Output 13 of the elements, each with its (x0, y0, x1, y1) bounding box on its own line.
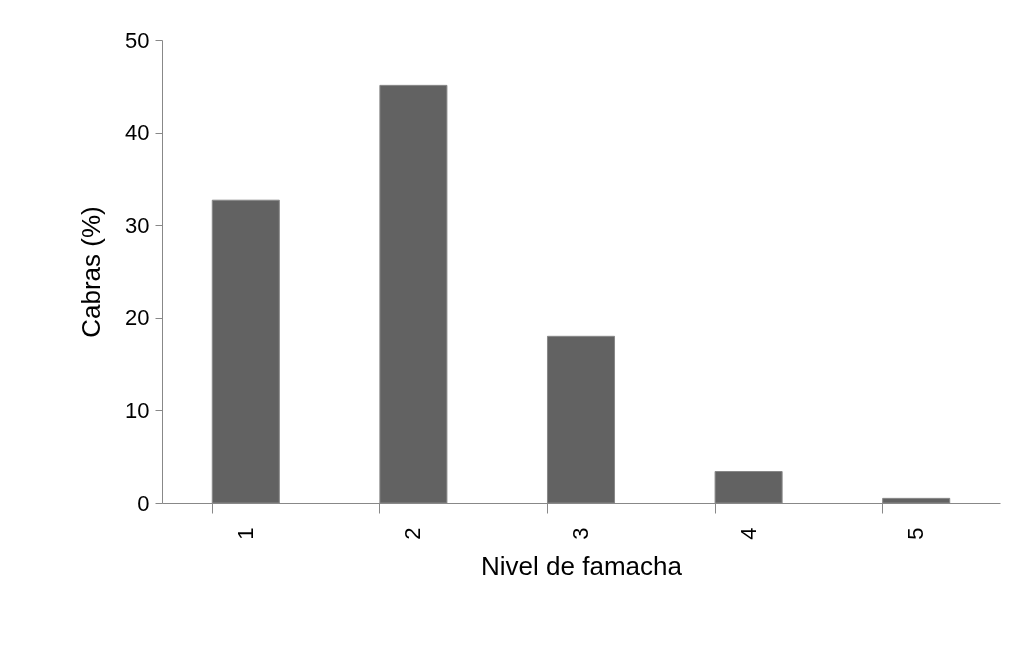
y-tick-label: 50 (125, 27, 150, 53)
x-tick-label: 4 (735, 527, 761, 540)
y-tick-label: 20 (125, 305, 150, 331)
y-tick-label: 30 (125, 212, 150, 238)
y-axis-title: Cabras (%) (76, 206, 107, 338)
x-tick-label: 5 (903, 527, 929, 540)
y-tick-label: 40 (125, 120, 150, 146)
x-tick-label: 3 (568, 527, 593, 540)
x-tick-label: 1 (232, 527, 258, 540)
x-tick-label: 2 (400, 527, 426, 540)
x-axis-title: Nivel de famacha (481, 550, 683, 581)
y-tick-label: 0 (137, 490, 150, 516)
y-tick-label: 10 (125, 397, 150, 423)
